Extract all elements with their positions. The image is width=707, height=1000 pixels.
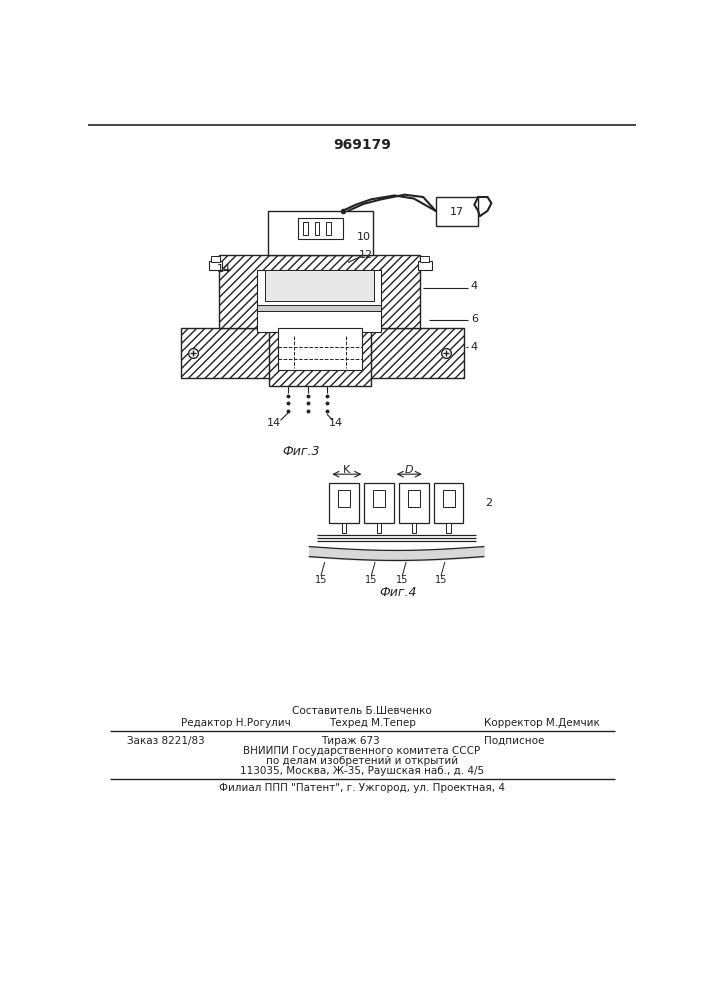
Bar: [399, 483, 428, 523]
Text: Техред М.Тепер: Техред М.Тепер: [329, 718, 416, 728]
Bar: [364, 483, 394, 523]
Bar: [408, 490, 420, 507]
Text: 12: 12: [358, 250, 373, 260]
Text: Филиал ППП "Патент", г. Ужгород, ул. Проектная, 4: Филиал ППП "Патент", г. Ужгород, ул. Про…: [219, 783, 505, 793]
Text: Редактор Н.Рогулич: Редактор Н.Рогулич: [182, 718, 291, 728]
Bar: [434, 483, 464, 523]
Bar: [315, 222, 320, 235]
Text: 4: 4: [471, 281, 478, 291]
Bar: [182, 328, 464, 378]
Text: 15: 15: [315, 575, 327, 585]
Text: Заказ 8221/83: Заказ 8221/83: [127, 736, 205, 746]
Text: 2: 2: [486, 498, 493, 508]
Text: Подписное: Подписное: [484, 736, 544, 746]
Bar: [298, 218, 343, 239]
Bar: [436, 197, 478, 226]
Text: 15: 15: [396, 575, 409, 585]
Bar: [329, 483, 359, 523]
Text: Фиг.3: Фиг.3: [283, 445, 320, 458]
Text: 17: 17: [450, 207, 464, 217]
Bar: [265, 270, 373, 301]
Text: 14: 14: [217, 264, 231, 274]
Bar: [377, 523, 381, 533]
Text: 113035, Москва, Ж-35, Раушская наб., д. 4/5: 113035, Москва, Ж-35, Раушская наб., д. …: [240, 766, 484, 776]
Text: 4: 4: [471, 342, 478, 352]
Text: K: K: [343, 465, 350, 475]
Bar: [341, 523, 346, 533]
Bar: [420, 256, 429, 262]
Bar: [327, 222, 331, 235]
Bar: [446, 523, 451, 533]
Text: Фиг.4: Фиг.4: [380, 586, 417, 599]
Text: ВНИИПИ Государственного комитета СССР: ВНИИПИ Государственного комитета СССР: [243, 746, 481, 756]
Text: 10: 10: [356, 232, 370, 242]
Text: 969179: 969179: [333, 138, 391, 152]
Text: Корректор М.Демчик: Корректор М.Демчик: [484, 718, 600, 728]
Text: по делам изобретений и открытий: по делам изобретений и открытий: [266, 756, 458, 766]
Bar: [303, 222, 308, 235]
Text: 15: 15: [435, 575, 448, 585]
Bar: [279, 328, 362, 370]
Text: Составитель Б.Шевченко: Составитель Б.Шевченко: [292, 706, 432, 716]
Bar: [257, 270, 381, 332]
Bar: [418, 261, 432, 270]
Bar: [338, 490, 351, 507]
Bar: [218, 255, 420, 328]
Bar: [269, 328, 371, 386]
Bar: [268, 211, 373, 255]
Bar: [411, 523, 416, 533]
Text: 15: 15: [365, 575, 378, 585]
Bar: [443, 490, 455, 507]
Bar: [257, 305, 381, 311]
Text: 6: 6: [471, 314, 478, 324]
Bar: [209, 261, 223, 270]
Text: D: D: [405, 465, 414, 475]
Text: Тираж 673: Тираж 673: [321, 736, 380, 746]
Text: 14: 14: [329, 418, 344, 428]
Text: 14: 14: [267, 418, 281, 428]
Bar: [211, 256, 220, 262]
Bar: [373, 490, 385, 507]
